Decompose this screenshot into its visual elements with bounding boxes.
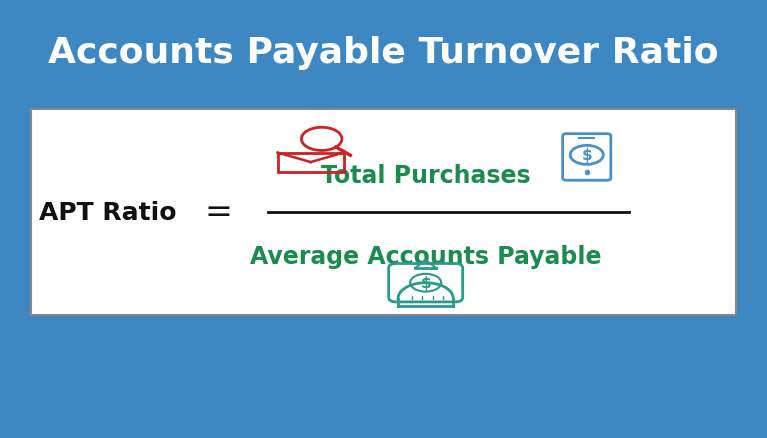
Text: $: $ (581, 148, 592, 163)
Text: $: $ (420, 276, 431, 290)
FancyBboxPatch shape (563, 134, 611, 181)
FancyBboxPatch shape (31, 110, 736, 315)
Text: Accounts Payable Turnover Ratio: Accounts Payable Turnover Ratio (48, 35, 719, 70)
Text: Total Purchases: Total Purchases (321, 163, 531, 187)
Text: APT Ratio: APT Ratio (38, 201, 176, 224)
Text: Average Accounts Payable: Average Accounts Payable (250, 244, 601, 268)
Text: =: = (205, 196, 232, 229)
